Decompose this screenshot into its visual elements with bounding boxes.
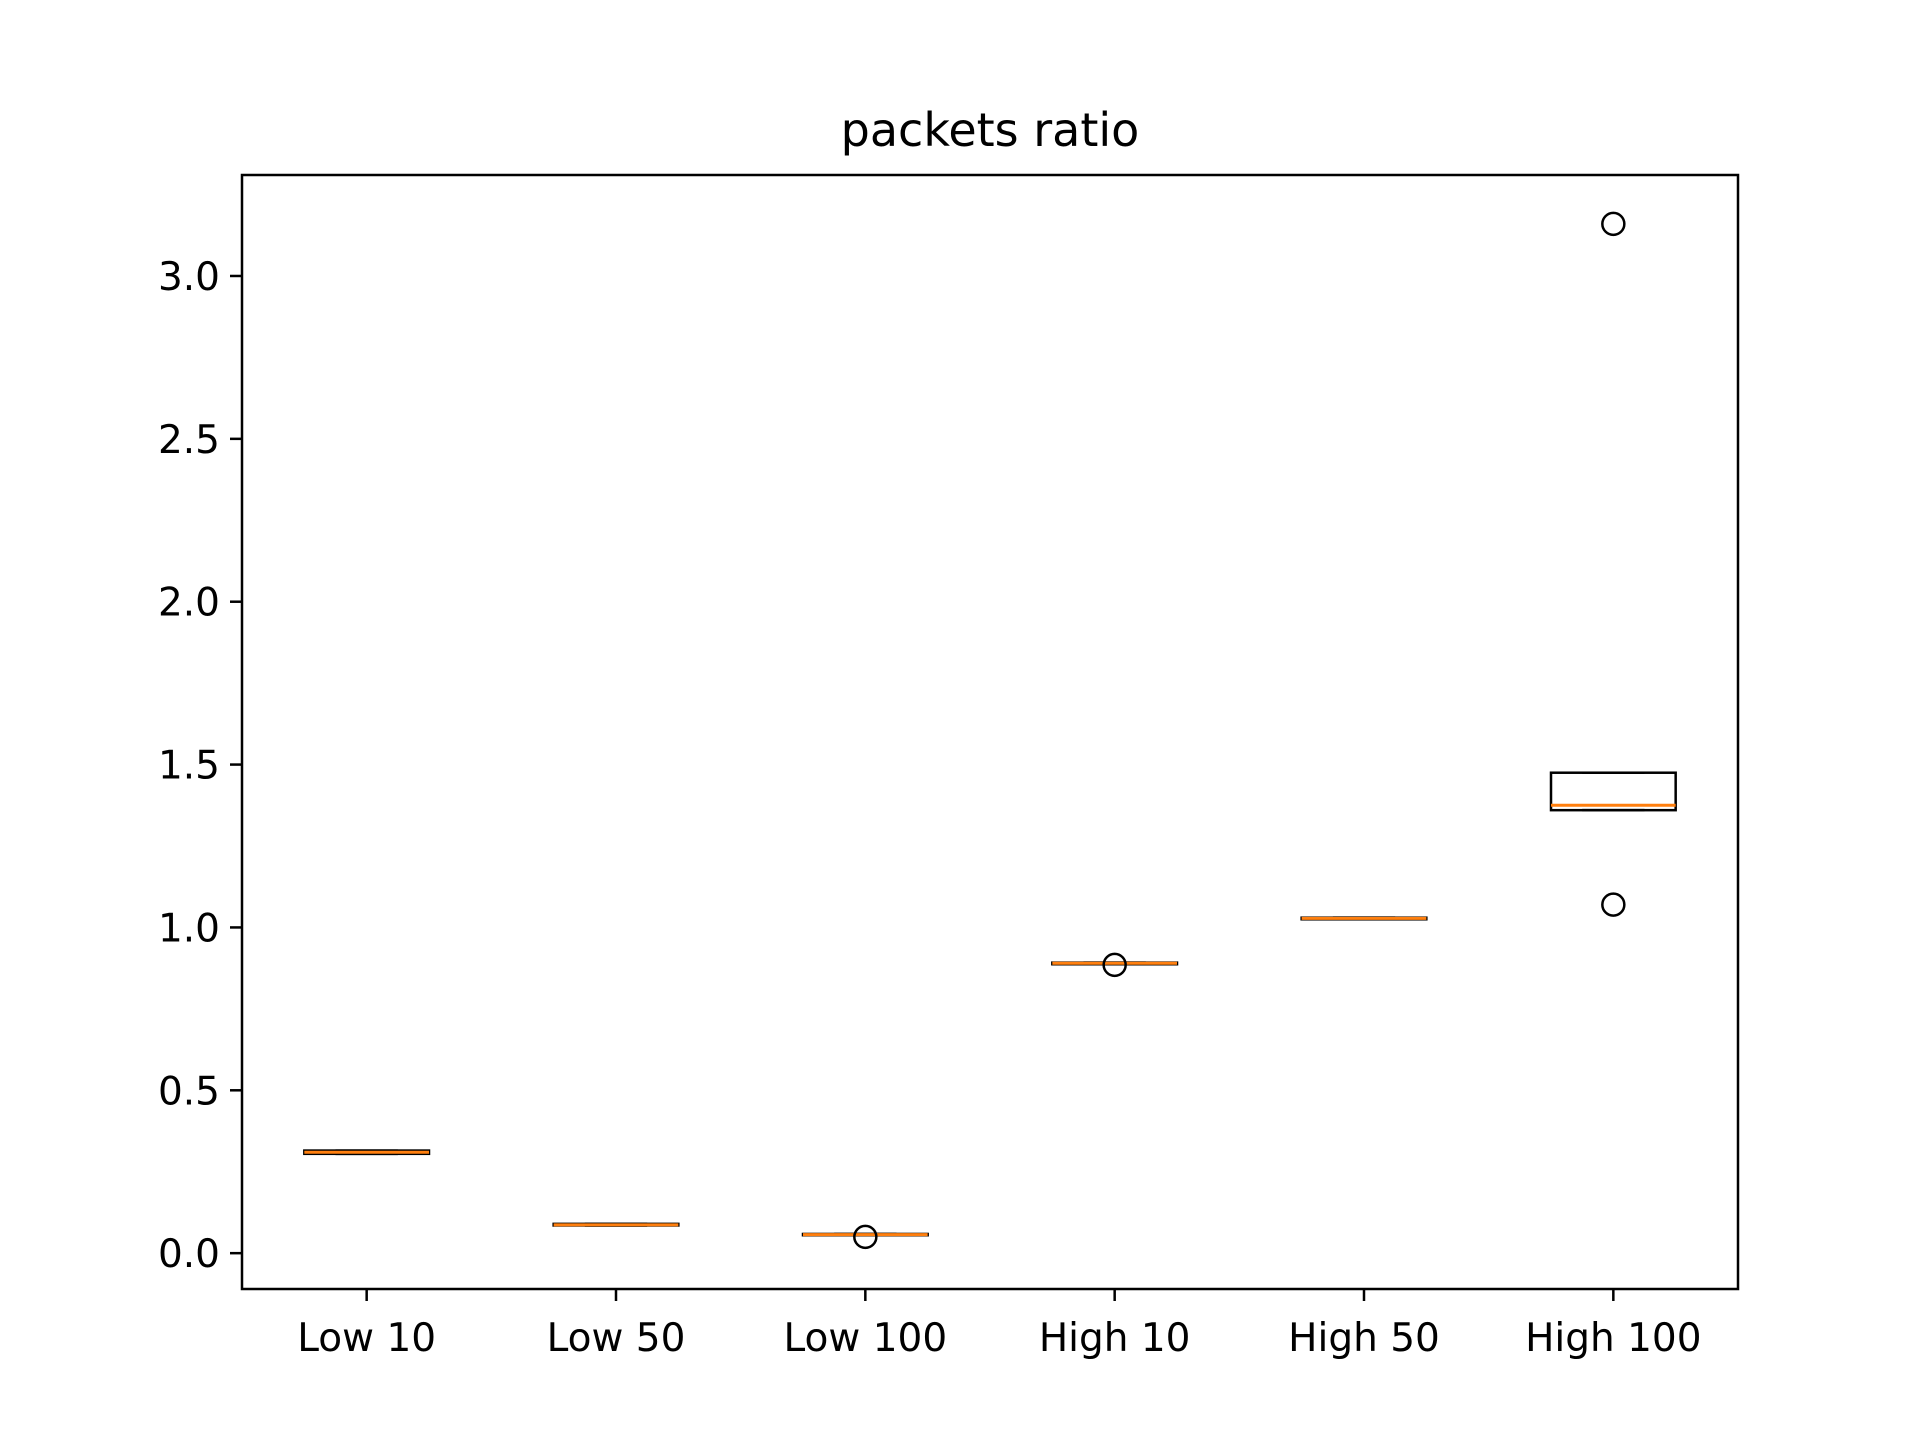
y-tick-label: 3.0 bbox=[158, 255, 220, 300]
plot-marks bbox=[303, 211, 1677, 1250]
x-tick-label: High 50 bbox=[1288, 1316, 1440, 1361]
x-tick-label: High 10 bbox=[1039, 1316, 1191, 1361]
y-tick-label: 0.0 bbox=[158, 1232, 220, 1277]
x-tick-label: Low 10 bbox=[297, 1316, 436, 1361]
outlier-point bbox=[1102, 952, 1127, 978]
y-axis: 0.0 0.5 1.0 1.5 2.0 2.5 3.0 bbox=[158, 255, 242, 1277]
plot-frame bbox=[240, 173, 1740, 1291]
x-tick-label: Low 100 bbox=[784, 1316, 948, 1361]
box-group bbox=[1051, 952, 1179, 978]
x-axis: Low 10 Low 50 Low 100 High 10 High 50 High 10… bbox=[297, 1289, 1702, 1361]
x-tick-label: High 100 bbox=[1525, 1316, 1701, 1361]
y-tick-label: 1.0 bbox=[158, 906, 220, 951]
box-group bbox=[1549, 211, 1677, 917]
y-tick-label: 2.5 bbox=[158, 418, 220, 463]
chart-title: packets ratio bbox=[841, 103, 1140, 157]
y-tick-label: 2.0 bbox=[158, 581, 220, 626]
outlier-point bbox=[1601, 892, 1626, 917]
box-group bbox=[552, 1222, 680, 1227]
y-tick-label: 0.5 bbox=[158, 1069, 220, 1114]
outlier-point bbox=[853, 1224, 878, 1250]
y-tick-label: 1.5 bbox=[158, 744, 220, 789]
x-tick-label: Low 50 bbox=[547, 1316, 686, 1361]
box-group bbox=[303, 1149, 431, 1156]
box-group bbox=[801, 1224, 929, 1250]
outlier-point bbox=[1601, 211, 1626, 237]
box-group bbox=[1300, 916, 1428, 921]
